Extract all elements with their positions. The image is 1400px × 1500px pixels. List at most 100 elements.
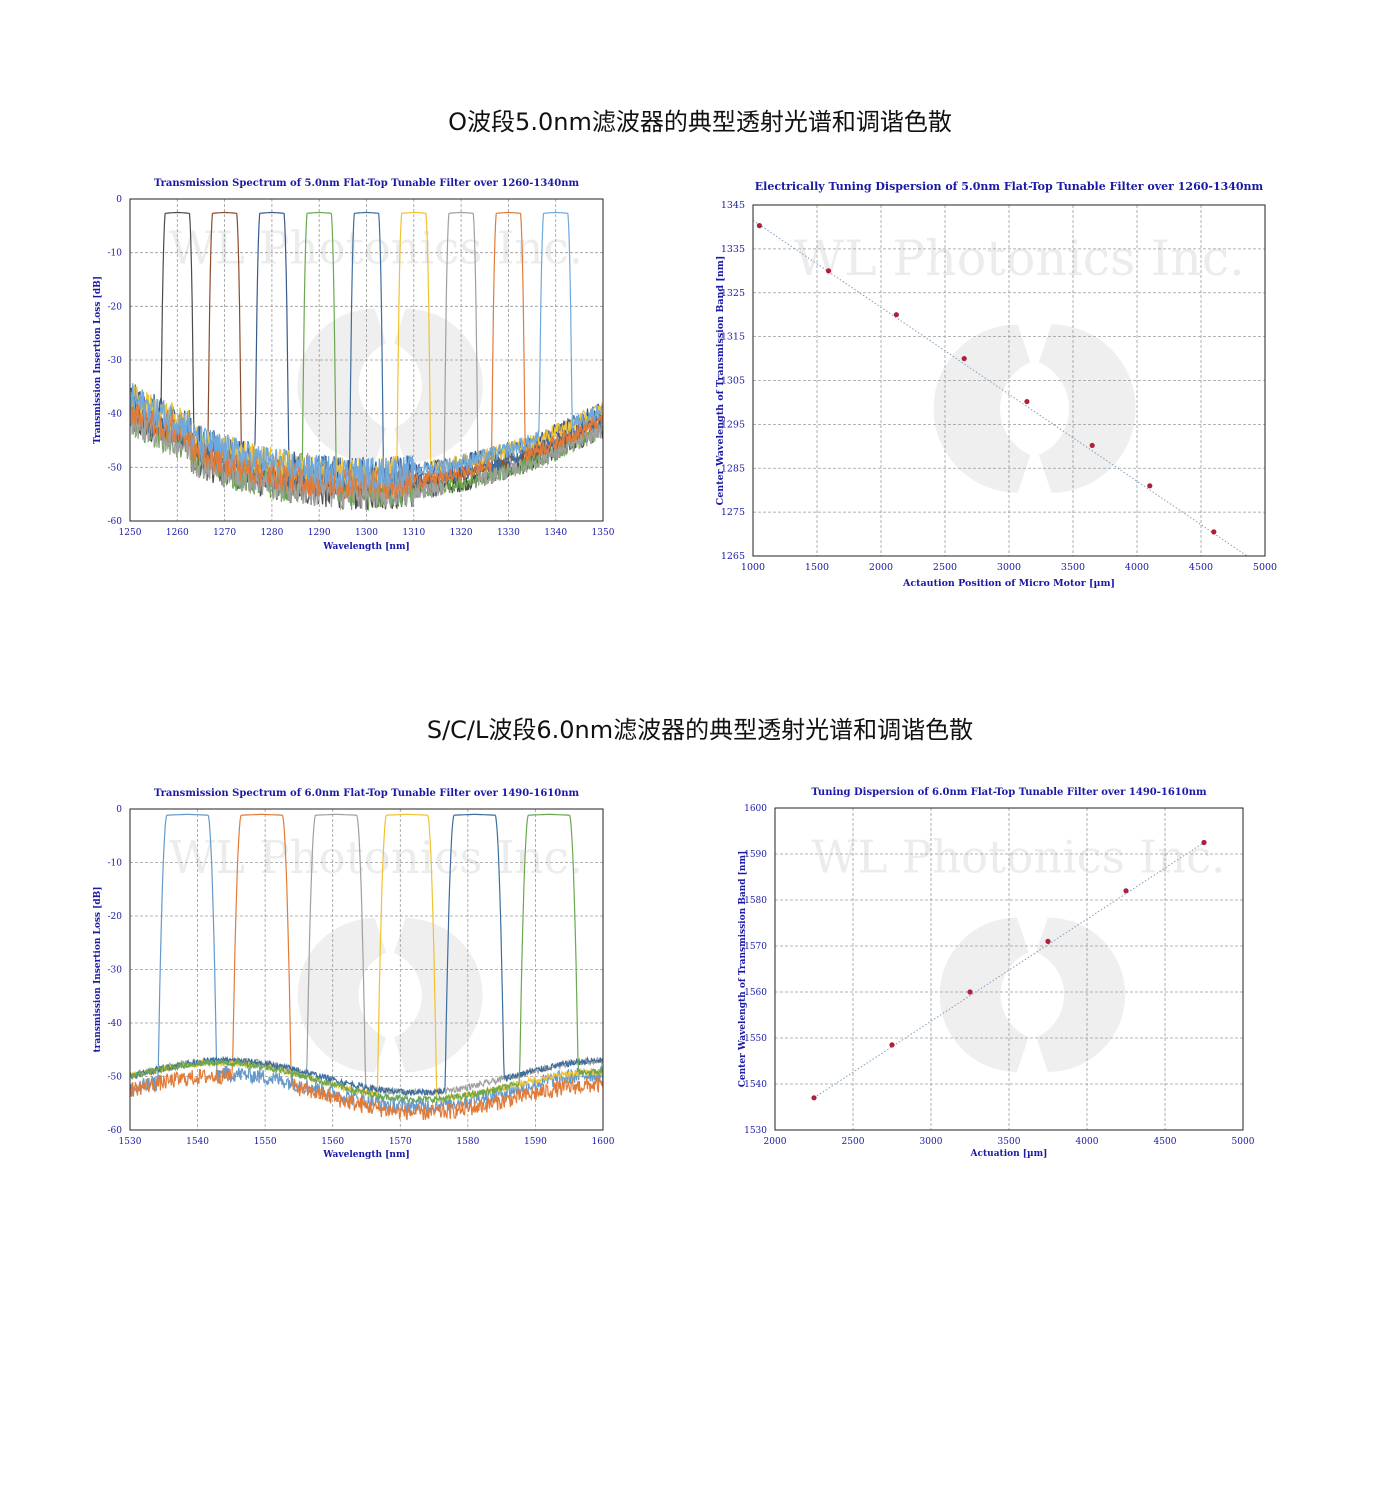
chart-title: Tuning Dispersion of 6.0nm Flat-Top Tuna…	[811, 787, 1207, 798]
grid	[753, 205, 1265, 556]
data-point	[1045, 938, 1051, 944]
y-tick-label: -50	[108, 463, 123, 473]
watermark-logo-left	[939, 917, 1029, 1073]
y-tick-label: 1550	[744, 1034, 767, 1044]
plot-area	[130, 211, 603, 512]
watermark-logo-left	[297, 308, 387, 464]
scl-band-transmission-chart: WL Photonics Inc. 1530 1540 1550 1560 1570 158…	[85, 780, 625, 1170]
o-band-dispersion-chart: WL Photonics Inc. 1000 1500 2000 2500 3000 350…	[700, 170, 1290, 600]
y-tick-label: 1335	[721, 244, 745, 255]
y-axis-label: transmission Insertion Loss [dB]	[93, 886, 103, 1052]
x-tick-label: 1000	[741, 562, 765, 573]
watermark-text: WL Photonics Inc.	[169, 831, 583, 884]
trend-line	[753, 219, 1248, 556]
x-tick-label: 1270	[213, 528, 236, 538]
grid	[130, 199, 603, 521]
x-tick-label: 2000	[764, 1137, 787, 1147]
data-point	[961, 355, 967, 362]
grid	[130, 809, 603, 1130]
y-tick-label: -20	[108, 912, 123, 922]
x-tick-label: 1310	[402, 528, 425, 538]
x-axis-label: Wavelength [nm]	[322, 1150, 410, 1160]
series-line	[130, 813, 603, 1121]
y-tick-label: 1570	[744, 942, 767, 952]
watermark: WL Photonics Inc.	[169, 831, 583, 1073]
x-tick-label: 3500	[998, 1137, 1021, 1147]
y-tick-label: -10	[108, 859, 123, 869]
y-tick-label: -20	[108, 302, 123, 312]
x-tick-label: 3000	[920, 1137, 943, 1147]
y-tick-label: -60	[108, 517, 123, 527]
y-tick-label: 1275	[721, 507, 745, 518]
y-tick-label: -40	[108, 410, 123, 420]
x-tick-label: 3000	[997, 562, 1021, 573]
watermark-logo-left	[297, 918, 387, 1073]
series-line	[130, 211, 603, 490]
o-band-transmission-chart: WL Photonics Inc. 1250 1260 1270 1280 1290 130…	[85, 170, 625, 570]
y-tick-label: 1265	[721, 551, 745, 562]
x-tick-label: 2500	[933, 562, 957, 573]
y-tick-label: 1580	[744, 896, 767, 906]
chart1-svg: WL Photonics Inc. 1250 1260 1270 1280 1290 130…	[93, 178, 615, 552]
grid	[775, 808, 1243, 1130]
data-point	[1201, 839, 1207, 846]
y-tick-label: 1600	[744, 804, 767, 814]
y-axis-label: Transmission Insertion Loss [dB]	[93, 276, 103, 444]
plot-area	[130, 813, 603, 1121]
x-tick-label: 1570	[389, 1137, 412, 1147]
data-point	[893, 312, 899, 318]
series-line	[130, 813, 603, 1105]
x-tick-label: 1330	[497, 528, 520, 538]
x-tick-label: 1350	[592, 528, 615, 538]
y-axis-label: Center Wavelength of Transmission Band […	[738, 851, 748, 1088]
data-point	[1024, 398, 1030, 405]
x-tick-label: 2000	[869, 562, 893, 573]
chart2-svg: WL Photonics Inc. 1000 1500 2000 2500 3000 350…	[715, 180, 1277, 589]
x-tick-label: 2500	[842, 1137, 865, 1147]
y-tick-label: 1315	[721, 332, 745, 343]
chart-title: Electrically Tuning Dispersion of 5.0nm …	[755, 180, 1264, 193]
y-tick-label: 1325	[721, 288, 745, 299]
x-axis-label: Wavelength [nm]	[322, 542, 410, 552]
x-tick-label: 1580	[456, 1137, 479, 1147]
watermark-logo-right	[1036, 917, 1126, 1073]
plot-area	[811, 839, 1207, 1101]
data-point	[1211, 529, 1217, 535]
plot-area	[753, 219, 1248, 556]
data-point	[889, 1042, 895, 1048]
x-tick-label: 4000	[1076, 1137, 1099, 1147]
watermark: WL Photonics Inc.	[811, 830, 1225, 1073]
watermark-logo-left	[933, 324, 1031, 493]
watermark-text: WL Photonics Inc.	[811, 830, 1225, 883]
y-tick-label: -50	[108, 1073, 123, 1083]
x-tick-label: 4000	[1125, 562, 1149, 573]
watermark: WL Photonics Inc.	[794, 230, 1245, 493]
x-axis-label: Actaution Position of Micro Motor [µm]	[902, 578, 1115, 589]
o-band-heading: O波段5.0nm滤波器的典型透射光谱和调谐色散	[448, 108, 952, 136]
x-tick-label: 1320	[450, 528, 473, 538]
y-tick-label: 1295	[721, 419, 745, 430]
trend-line	[813, 842, 1205, 1099]
data-point	[1089, 442, 1095, 449]
y-tick-label: 1285	[721, 463, 745, 474]
x-tick-label: 1260	[166, 528, 189, 538]
x-axis-label: Actuation [µm]	[970, 1149, 1048, 1159]
chart3-svg: WL Photonics Inc. 1530 1540 1550 1560 1570 158…	[93, 788, 615, 1160]
x-tick-label: 1590	[524, 1137, 547, 1147]
y-tick-label: 0	[116, 805, 122, 815]
y-tick-label: 1590	[744, 850, 767, 860]
y-tick-label: 1305	[721, 376, 745, 387]
x-tick-label: 1340	[544, 528, 567, 538]
y-tick-label: -30	[108, 966, 123, 976]
chart-title: Transmission Spectrum of 5.0nm Flat-Top …	[154, 178, 580, 189]
watermark-logo-right	[394, 308, 483, 464]
watermark-text: WL Photonics Inc.	[794, 230, 1245, 287]
x-tick-label: 1600	[592, 1137, 615, 1147]
watermark: WL Photonics Inc.	[169, 221, 583, 464]
x-tick-label: 1540	[186, 1137, 209, 1147]
y-tick-label: -40	[108, 1019, 123, 1029]
data-point	[1123, 888, 1129, 894]
plot-frame	[752, 204, 1266, 557]
watermark-logo-right	[394, 918, 483, 1073]
plot-frame	[774, 807, 1244, 1131]
